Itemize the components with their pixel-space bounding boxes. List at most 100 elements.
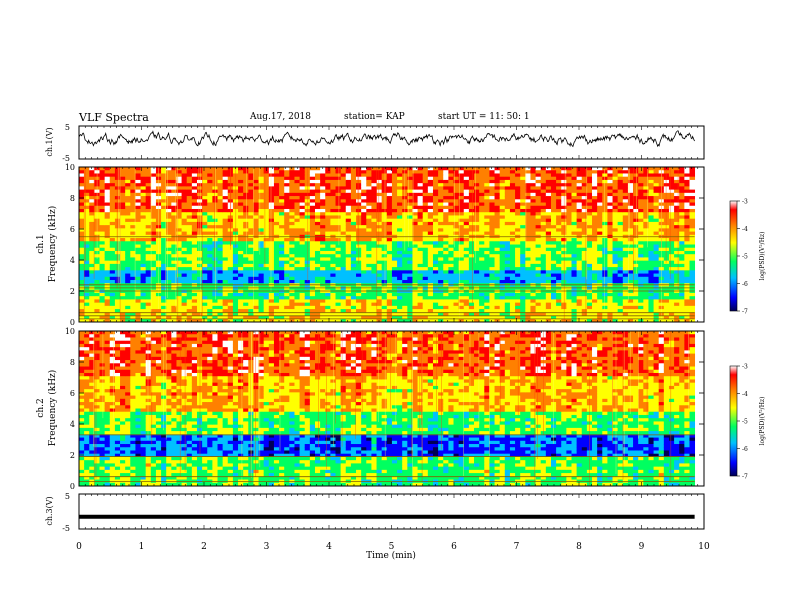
spectrogram-cell bbox=[427, 273, 434, 278]
spectrogram-cell bbox=[345, 305, 352, 310]
spectrogram-cell bbox=[607, 280, 613, 284]
spectrogram-cell bbox=[484, 247, 490, 252]
spectrogram-cell bbox=[258, 315, 265, 320]
spectrogram-cell bbox=[361, 270, 367, 274]
spectrogram-cell bbox=[161, 273, 167, 278]
spectrogram-cell bbox=[432, 263, 439, 268]
spectrogram-cell bbox=[361, 186, 367, 191]
spectrogram-cell bbox=[268, 241, 275, 245]
spectrogram-cell bbox=[489, 299, 495, 304]
spectrogram-cell bbox=[289, 218, 295, 223]
spectrogram-cell bbox=[499, 192, 506, 197]
spectrogram-cell bbox=[258, 186, 265, 191]
spectrogram-cell bbox=[248, 176, 254, 181]
spectrogram-cell bbox=[125, 196, 131, 200]
spectrogram-cell bbox=[520, 205, 526, 210]
spectrogram-cell bbox=[299, 273, 306, 278]
spectrogram-cell bbox=[376, 302, 383, 307]
spectrogram-cell bbox=[94, 309, 100, 313]
spectrogram-cell bbox=[556, 318, 562, 323]
spectrogram-cell bbox=[443, 218, 449, 223]
spectrogram-cell bbox=[309, 299, 316, 304]
spectrogram-cell bbox=[284, 186, 290, 191]
spectrogram-cell bbox=[448, 241, 454, 245]
spectrogram-cell bbox=[576, 238, 583, 242]
spectrogram-cell bbox=[335, 183, 342, 187]
spectrogram-cell bbox=[99, 196, 106, 200]
spectrogram-cell bbox=[484, 179, 490, 184]
spectrogram-cell bbox=[181, 247, 188, 252]
spectrogram-cell bbox=[499, 196, 506, 200]
spectrogram-cell bbox=[99, 221, 106, 226]
spectrogram-cell bbox=[438, 280, 444, 284]
spectrogram-cell bbox=[109, 189, 116, 194]
spectrogram-cell bbox=[335, 315, 342, 320]
spectrogram-cell bbox=[207, 247, 213, 252]
spectrogram-cell bbox=[545, 273, 552, 278]
spectrogram-cell bbox=[597, 312, 603, 316]
spectrogram-cell bbox=[294, 189, 300, 194]
spectrogram-cell bbox=[284, 167, 290, 171]
spectrogram-cell bbox=[335, 247, 342, 252]
spectrogram-cell bbox=[238, 292, 244, 297]
spectrogram-cell bbox=[345, 228, 352, 232]
spectrogram-cell bbox=[397, 312, 403, 316]
spectrogram-cell bbox=[238, 170, 244, 174]
spectrogram-cell bbox=[489, 296, 495, 300]
spectrogram-cell bbox=[474, 305, 480, 310]
spectrogram-cell bbox=[191, 202, 198, 207]
spectrogram-cell bbox=[299, 221, 306, 226]
spectrogram-cell bbox=[330, 267, 336, 271]
spectrogram-cell bbox=[571, 202, 578, 207]
spectrogram-cell bbox=[114, 289, 121, 294]
spectrogram-cell bbox=[217, 318, 224, 323]
spectrogram-cell bbox=[309, 170, 316, 174]
spectrogram-cell bbox=[402, 250, 408, 255]
spectrogram-cell bbox=[484, 215, 490, 220]
spectrogram-cell bbox=[515, 263, 521, 268]
spectrogram-cell bbox=[289, 309, 295, 313]
spectrogram-cell bbox=[356, 318, 362, 323]
spectrogram-cell bbox=[581, 312, 588, 316]
spectrogram-cell bbox=[438, 247, 444, 252]
spectrogram-cell bbox=[417, 250, 424, 255]
spectrogram-cell bbox=[350, 179, 357, 184]
spectrogram-cell bbox=[258, 267, 265, 271]
spectrogram-cell bbox=[520, 202, 526, 207]
spectrogram-cell bbox=[463, 305, 470, 310]
spectrogram-cell bbox=[299, 257, 306, 262]
spectrogram-cell bbox=[79, 254, 85, 258]
spectrogram-cell bbox=[196, 250, 203, 255]
spectrogram-cell bbox=[114, 221, 121, 226]
spectrogram-cell bbox=[217, 189, 224, 194]
spectrogram-cell bbox=[407, 241, 413, 245]
spectrogram-cell bbox=[84, 231, 90, 236]
spectrogram-cell bbox=[166, 289, 172, 294]
spectrogram-cell bbox=[273, 315, 280, 320]
spectrogram-cell bbox=[540, 241, 547, 245]
spectrogram-cell bbox=[84, 289, 90, 294]
spectrogram-cell bbox=[120, 183, 126, 187]
spectrogram-cell bbox=[304, 196, 311, 200]
spectrogram-cell bbox=[222, 318, 229, 323]
spectrogram-cell bbox=[581, 305, 588, 310]
spectrogram-cell bbox=[171, 183, 177, 187]
spectrogram-cell bbox=[550, 228, 557, 232]
spectrogram-cell bbox=[438, 302, 444, 307]
spectrogram-cell bbox=[304, 260, 311, 265]
spectrogram-cell bbox=[268, 208, 275, 213]
spectrogram-cell bbox=[550, 183, 557, 187]
spectrogram-cell bbox=[345, 196, 352, 200]
spectrogram-cell bbox=[299, 302, 306, 307]
spectrogram-cell bbox=[545, 173, 552, 178]
spectrogram-cell bbox=[474, 212, 480, 216]
spectrogram-cell bbox=[335, 225, 342, 229]
spectrogram-cell bbox=[222, 276, 229, 281]
spectrogram-cell bbox=[299, 186, 306, 191]
spectrogram-cell bbox=[125, 315, 131, 320]
spectrogram-cell bbox=[314, 176, 321, 181]
spectrogram-cell bbox=[397, 241, 403, 245]
spectrogram-cell bbox=[186, 176, 193, 181]
spectrogram-cell bbox=[576, 309, 583, 313]
spectrogram-cell bbox=[438, 199, 444, 203]
